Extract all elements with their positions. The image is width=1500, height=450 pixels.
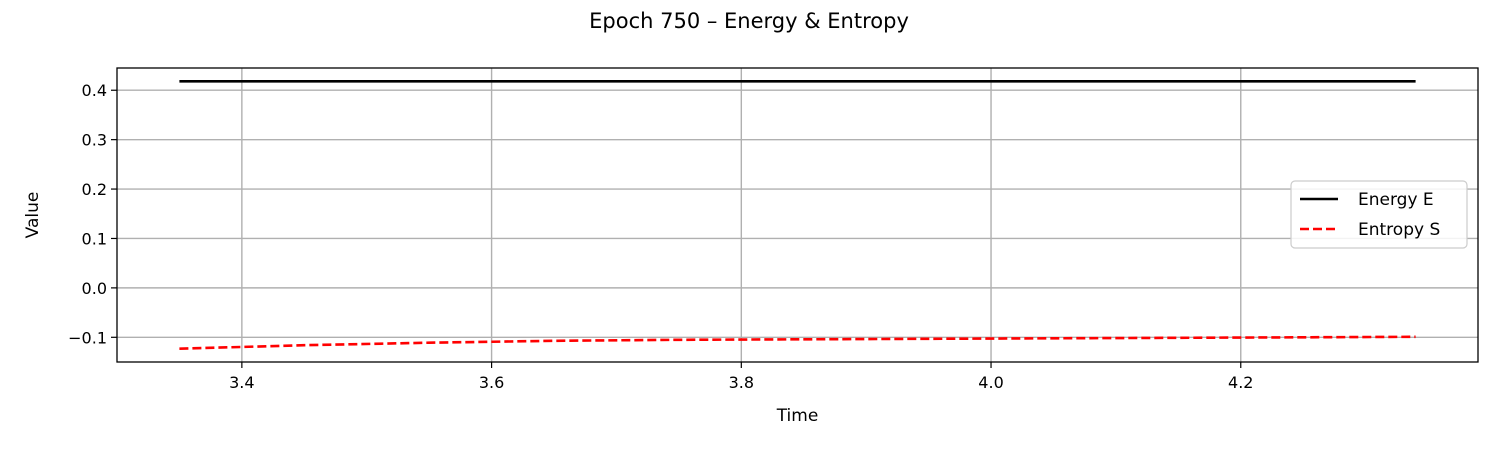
y-tick-label: 0.2 — [82, 180, 107, 199]
legend: Energy E Entropy S — [1290, 180, 1468, 249]
y-tick-label: −0.1 — [68, 328, 107, 347]
x-axis-label: Time — [776, 406, 819, 426]
legend-label: Energy E — [1358, 190, 1434, 210]
series-group — [179, 80, 1416, 350]
y-tick-label: 0.4 — [82, 81, 107, 100]
x-axis: 3.4 3.6 3.8 4.0 4.2 — [229, 362, 1253, 392]
y-tick-label: 0.0 — [82, 279, 107, 298]
x-tick-label: 4.0 — [978, 373, 1003, 392]
legend-label: Entropy S — [1358, 220, 1440, 240]
y-axis: −0.1 0.0 0.1 0.2 0.3 0.4 — [68, 81, 117, 347]
x-tick-label: 3.6 — [479, 373, 504, 392]
y-tick-label: 0.3 — [82, 131, 107, 150]
x-tick-label: 3.4 — [229, 373, 254, 392]
chart-title: Epoch 750 – Energy & Entropy — [589, 9, 909, 33]
x-tick-label: 4.2 — [1228, 373, 1253, 392]
x-tick-label: 3.8 — [729, 373, 754, 392]
y-tick-label: 0.1 — [82, 229, 107, 248]
plot-area — [116, 67, 1479, 363]
series-line-entropy — [179, 335, 1416, 350]
grid — [117, 68, 1478, 362]
y-axis-label: Value — [23, 192, 43, 239]
